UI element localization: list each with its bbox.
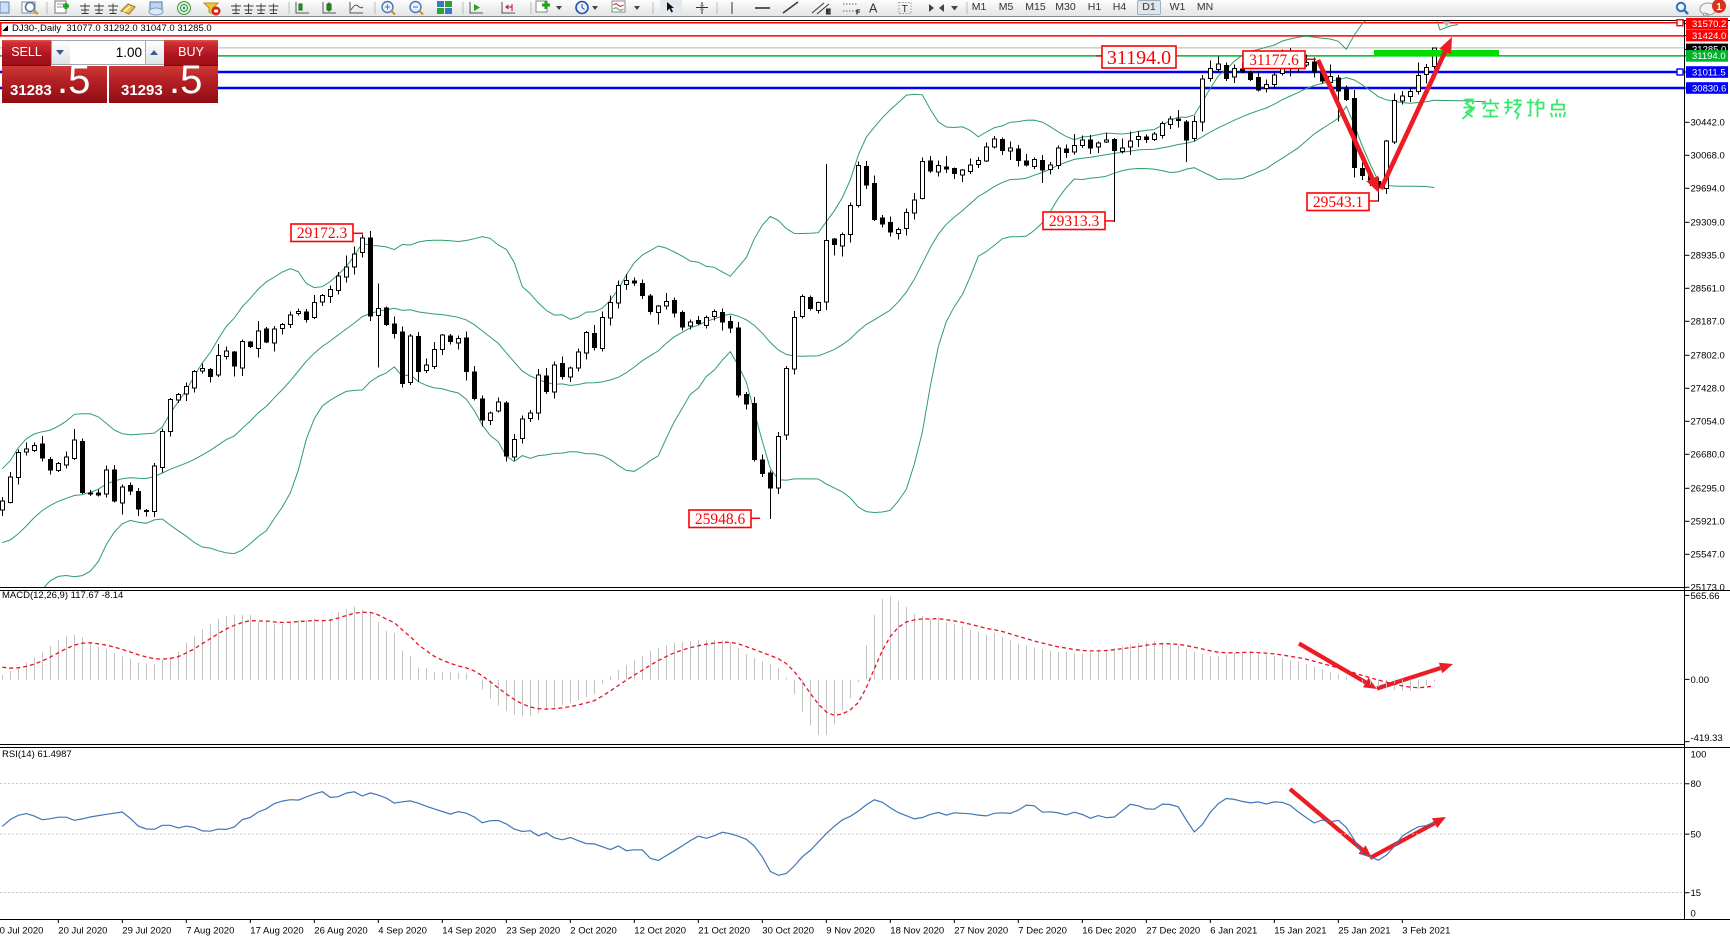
svg-text:A: A: [869, 2, 878, 16]
svg-text:6 Jan 2021: 6 Jan 2021: [1210, 926, 1257, 937]
svg-text:100: 100: [1691, 749, 1707, 760]
svg-text:29 Jul 2020: 29 Jul 2020: [122, 926, 171, 937]
svg-text:0: 0: [1691, 909, 1696, 920]
svg-text:F: F: [856, 10, 861, 17]
svg-text:27802.0: 27802.0: [1691, 351, 1725, 362]
svg-text:28561.0: 28561.0: [1691, 284, 1725, 295]
svg-text:28187.0: 28187.0: [1691, 317, 1725, 328]
svg-text:DJ30-,Daily 31077.0 31292.0 3: DJ30-,Daily 31077.0 31292.0 31047.0 3128…: [12, 23, 212, 34]
svg-text:18 Nov 2020: 18 Nov 2020: [890, 926, 944, 937]
svg-text:25547.0: 25547.0: [1691, 550, 1725, 561]
svg-text:31194.0: 31194.0: [1692, 51, 1726, 62]
svg-text:50: 50: [1691, 829, 1702, 840]
svg-text:7 Aug 2020: 7 Aug 2020: [186, 926, 234, 937]
svg-text:31177.6: 31177.6: [1249, 52, 1299, 69]
svg-text:26680.0: 26680.0: [1691, 450, 1725, 461]
svg-text:26295.0: 26295.0: [1691, 484, 1725, 495]
svg-text:T: T: [902, 3, 909, 15]
svg-text:31194.0: 31194.0: [1107, 47, 1171, 69]
svg-text:14 Sep 2020: 14 Sep 2020: [442, 926, 496, 937]
svg-text:RSI(14) 61.4987: RSI(14) 61.4987: [2, 749, 72, 760]
svg-text:29694.0: 29694.0: [1691, 184, 1725, 195]
svg-text:12 Oct 2020: 12 Oct 2020: [634, 926, 686, 937]
svg-text:31570.2: 31570.2: [1692, 19, 1726, 30]
svg-text:30830.6: 30830.6: [1692, 83, 1726, 94]
svg-text:30442.0: 30442.0: [1691, 118, 1725, 129]
svg-text:30068.0: 30068.0: [1691, 151, 1725, 162]
svg-text:10 Jul 2020: 10 Jul 2020: [0, 926, 43, 937]
svg-text:15: 15: [1691, 888, 1702, 899]
svg-text:2 Oct 2020: 2 Oct 2020: [570, 926, 616, 937]
svg-text:25 Jan 2021: 25 Jan 2021: [1338, 926, 1390, 937]
svg-text:16 Dec 2020: 16 Dec 2020: [1082, 926, 1136, 937]
svg-text:1: 1: [1716, 2, 1722, 13]
svg-text:20 Jul 2020: 20 Jul 2020: [58, 926, 107, 937]
svg-text:27054.0: 27054.0: [1691, 417, 1725, 428]
svg-text:27428.0: 27428.0: [1691, 384, 1725, 395]
svg-text:0.00: 0.00: [1691, 675, 1710, 686]
svg-text:-419.33: -419.33: [1691, 733, 1723, 744]
svg-text:29313.3: 29313.3: [1049, 213, 1100, 230]
svg-text:28935.0: 28935.0: [1691, 251, 1725, 262]
svg-text:E: E: [826, 9, 831, 16]
svg-text:29543.1: 29543.1: [1313, 194, 1363, 211]
svg-text:7 Dec 2020: 7 Dec 2020: [1018, 926, 1067, 937]
svg-text:29172.3: 29172.3: [297, 225, 348, 242]
svg-text:25173.0: 25173.0: [1691, 583, 1725, 594]
svg-text:31424.0: 31424.0: [1692, 31, 1726, 42]
svg-text:27 Dec 2020: 27 Dec 2020: [1146, 926, 1200, 937]
svg-text:3 Feb 2021: 3 Feb 2021: [1402, 926, 1450, 937]
svg-text:25921.0: 25921.0: [1691, 517, 1725, 528]
svg-text:25948.6: 25948.6: [695, 511, 746, 528]
svg-text:17 Aug 2020: 17 Aug 2020: [250, 926, 303, 937]
svg-text:29309.0: 29309.0: [1691, 218, 1725, 229]
svg-text:27 Nov 2020: 27 Nov 2020: [954, 926, 1008, 937]
svg-text:MACD(12,26,9) 117.67 -8.14: MACD(12,26,9) 117.67 -8.14: [2, 590, 123, 601]
svg-text:23 Sep 2020: 23 Sep 2020: [506, 926, 560, 937]
svg-text:31011.5: 31011.5: [1692, 67, 1726, 78]
svg-text:21 Oct 2020: 21 Oct 2020: [698, 926, 750, 937]
svg-text:30 Oct 2020: 30 Oct 2020: [762, 926, 814, 937]
svg-text:80: 80: [1691, 779, 1702, 790]
svg-text:26 Aug 2020: 26 Aug 2020: [314, 926, 367, 937]
svg-text:9 Nov 2020: 9 Nov 2020: [826, 926, 875, 937]
svg-text:15 Jan 2021: 15 Jan 2021: [1274, 926, 1326, 937]
svg-text:565.66: 565.66: [1691, 591, 1720, 602]
svg-text:4 Sep 2020: 4 Sep 2020: [378, 926, 427, 937]
